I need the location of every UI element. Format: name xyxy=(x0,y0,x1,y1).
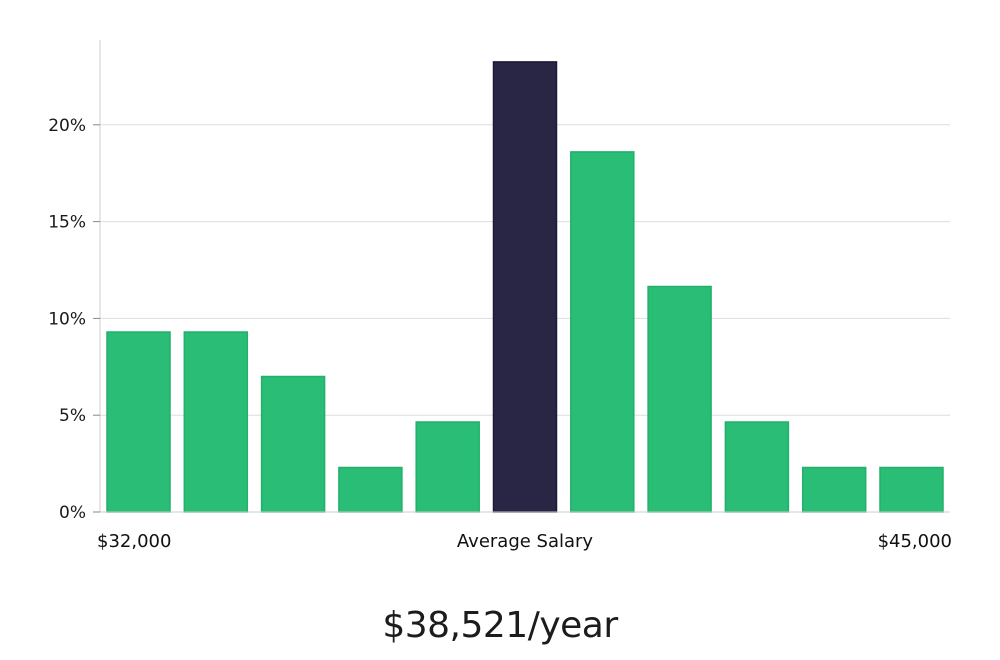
average-salary-value: $38,521/year xyxy=(382,605,618,646)
y-tick-label: 20% xyxy=(48,116,86,136)
chart-svg: 0% 5% 10% 15% 20% $32,000 Average Salary $45… xyxy=(48,40,952,552)
bars-layer xyxy=(106,61,944,513)
bar xyxy=(801,466,867,513)
bar xyxy=(415,421,480,513)
bar xyxy=(338,466,403,513)
y-tick-label: 0% xyxy=(59,503,86,523)
bar xyxy=(106,331,171,513)
x-axis-title: Average Salary xyxy=(457,531,594,552)
y-tick-labels: 0% 5% 10% 15% 20% xyxy=(48,116,100,523)
y-tick-label: 5% xyxy=(59,406,86,426)
bar-highlight xyxy=(492,61,558,513)
y-tick-label: 15% xyxy=(48,213,86,233)
bar xyxy=(724,421,790,513)
y-tick-label: 10% xyxy=(48,309,86,329)
bar xyxy=(647,285,712,513)
x-max-label: $45,000 xyxy=(878,531,952,552)
x-min-label: $32,000 xyxy=(97,531,171,552)
bar xyxy=(570,151,635,513)
bar xyxy=(183,331,249,513)
bar xyxy=(879,466,944,513)
bar xyxy=(260,375,326,513)
axis-layer xyxy=(99,40,950,513)
